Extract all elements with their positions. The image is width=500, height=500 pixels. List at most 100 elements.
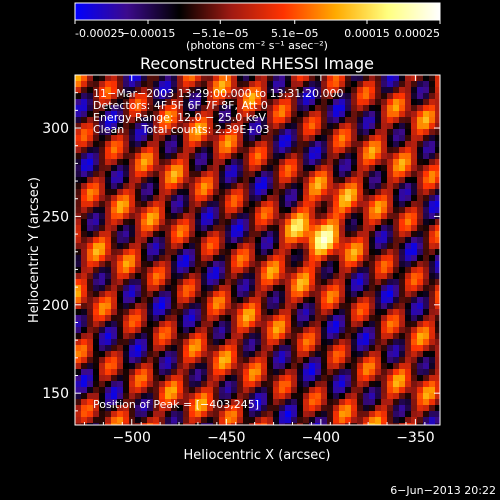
heatmap-cell <box>135 99 142 106</box>
heatmap-cell <box>171 135 178 142</box>
heatmap-cell <box>141 93 148 100</box>
heatmap-cell <box>321 231 328 238</box>
heatmap-cell <box>267 285 274 292</box>
heatmap-cell <box>159 351 166 358</box>
heatmap-cell <box>99 231 106 238</box>
heatmap-cell <box>159 387 166 394</box>
heatmap-cell <box>387 141 394 148</box>
heatmap-cell <box>369 165 376 172</box>
heatmap-cell <box>357 129 364 136</box>
heatmap-cell <box>381 255 388 262</box>
heatmap-cell <box>81 405 88 412</box>
heatmap-cell <box>363 423 370 425</box>
heatmap-cell <box>183 351 190 358</box>
heatmap-cell <box>291 405 298 412</box>
heatmap-cell <box>213 81 220 88</box>
heatmap-cell <box>303 225 310 232</box>
heatmap-cell <box>267 369 274 376</box>
heatmap-cell <box>135 87 142 94</box>
heatmap-cell <box>321 189 328 196</box>
heatmap-cell <box>435 195 440 202</box>
heatmap-cell <box>195 171 202 178</box>
heatmap-cell <box>321 81 328 88</box>
heatmap-cell <box>381 351 388 358</box>
heatmap-cell <box>183 285 190 292</box>
heatmap-cell <box>315 279 322 286</box>
heatmap-cell <box>381 273 388 280</box>
heatmap-cell <box>207 279 214 286</box>
heatmap-cell <box>81 315 88 322</box>
heatmap-cell <box>183 207 190 214</box>
heatmap-cell <box>291 423 298 425</box>
heatmap-cell <box>345 369 352 376</box>
heatmap-cell <box>159 297 166 304</box>
heatmap-cell <box>363 243 370 250</box>
heatmap-cell <box>105 117 112 124</box>
heatmap-cell <box>135 387 142 394</box>
heatmap-cell <box>369 111 376 118</box>
heatmap-cell <box>387 117 394 124</box>
heatmap-cell <box>141 225 148 232</box>
heatmap-cell <box>303 411 310 418</box>
heatmap-cell <box>297 369 304 376</box>
heatmap-cell <box>333 165 340 172</box>
heatmap-cell <box>249 309 256 316</box>
heatmap-cell <box>93 297 100 304</box>
heatmap-cell <box>363 393 370 400</box>
heatmap-cell <box>351 261 358 268</box>
heatmap-cell <box>153 393 160 400</box>
heatmap-cell <box>321 267 328 274</box>
heatmap-cell <box>135 411 142 418</box>
heatmap-cell <box>423 87 430 94</box>
heatmap-cell <box>435 327 440 334</box>
heatmap-cell <box>219 75 226 82</box>
heatmap-cell <box>357 285 364 292</box>
heatmap-cell <box>357 267 364 274</box>
heatmap-cell <box>417 75 424 82</box>
heatmap-cell <box>375 321 382 328</box>
heatmap-cell <box>165 297 172 304</box>
heatmap-cell <box>435 93 440 100</box>
heatmap-cell <box>303 309 310 316</box>
heatmap-cell <box>375 201 382 208</box>
heatmap-cell <box>393 375 400 382</box>
heatmap-cell <box>207 177 214 184</box>
heatmap-cell <box>165 177 172 184</box>
heatmap-cell <box>183 87 190 94</box>
heatmap-cell <box>321 171 328 178</box>
heatmap-cell <box>153 75 160 82</box>
heatmap-cell <box>315 375 322 382</box>
heatmap-cell <box>291 243 298 250</box>
heatmap-cell <box>315 291 322 298</box>
heatmap-cell <box>435 111 440 118</box>
heatmap-cell <box>225 123 232 130</box>
heatmap-cell <box>81 303 88 310</box>
heatmap-cell <box>267 105 274 112</box>
heatmap-cell <box>75 231 82 238</box>
heatmap-cell <box>249 405 256 412</box>
heatmap-cell <box>351 399 358 406</box>
heatmap-cell <box>429 267 436 274</box>
heatmap-cell <box>303 315 310 322</box>
heatmap-cell <box>411 159 418 166</box>
heatmap-cell <box>105 249 112 256</box>
heatmap-cell <box>345 123 352 130</box>
heatmap-cell <box>147 171 154 178</box>
heatmap-cell <box>411 105 418 112</box>
heatmap-cell <box>243 201 250 208</box>
heatmap-cell <box>195 117 202 124</box>
heatmap-cell <box>135 171 142 178</box>
heatmap-cell <box>417 243 424 250</box>
heatmap-cell <box>177 189 184 196</box>
heatmap-cell <box>207 387 214 394</box>
heatmap-cell <box>165 135 172 142</box>
heatmap-cell <box>219 291 226 298</box>
heatmap-cell <box>99 99 106 106</box>
heatmap-cell <box>369 201 376 208</box>
heatmap-cell <box>75 111 82 118</box>
heatmap-cell <box>279 261 286 268</box>
heatmap-cell <box>99 405 106 412</box>
heatmap-cell <box>111 387 118 394</box>
heatmap-cell <box>249 123 256 130</box>
heatmap-cell <box>219 357 226 364</box>
